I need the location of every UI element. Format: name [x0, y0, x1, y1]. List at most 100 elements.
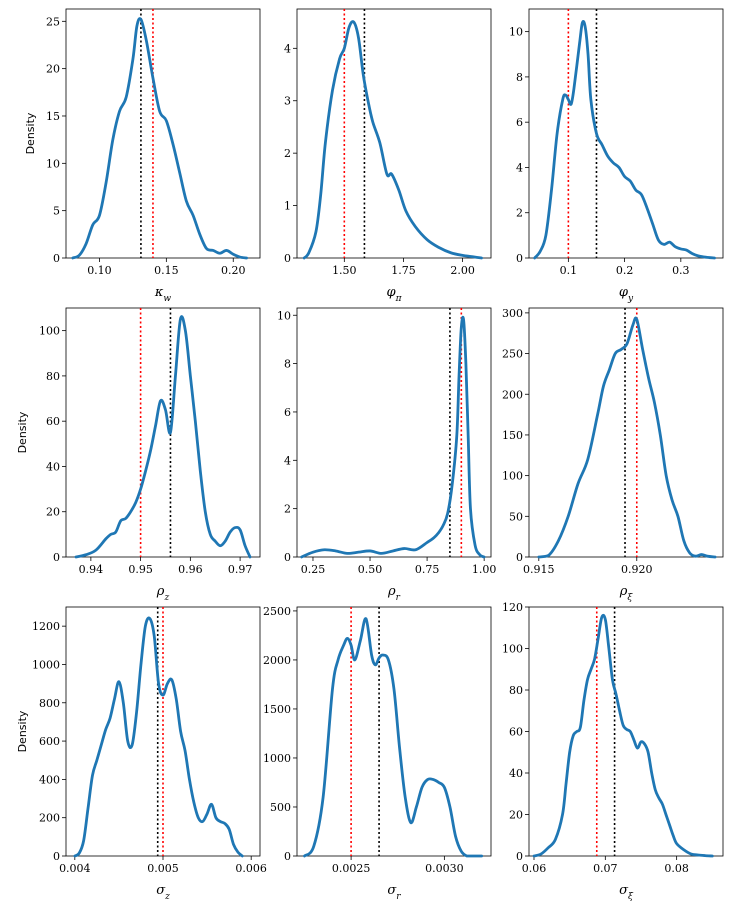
y-tick-label: 50 — [509, 510, 523, 523]
panel-5: 0.25 0.50 0.75 1.00 0 2 4 6 8 10 ρr — [277, 307, 497, 603]
axes-frame — [296, 606, 492, 857]
x-tick-label: 0.1 — [560, 264, 578, 277]
x-tick-label: 0.0025 — [332, 862, 371, 875]
y-tick-label: 20 — [509, 809, 523, 822]
x-axis-label: ρr — [387, 584, 401, 603]
panel-9: 0.06 0.07 0.08 0 20 40 60 80 100 120 σξ — [502, 601, 724, 902]
y-tick-label: 1500 — [263, 703, 291, 716]
y-tick-label: 2 — [284, 503, 291, 516]
x-tick-label: 0.95 — [128, 563, 153, 576]
y-tick-label: 3 — [284, 95, 291, 108]
x-axis-label: σr — [387, 883, 401, 902]
x-tick-label: 0.07 — [593, 862, 618, 875]
x-tick-label: 0.15 — [154, 264, 179, 277]
x-tick-label: 0.50 — [358, 563, 383, 576]
axes-frame — [65, 307, 261, 558]
y-tick-label: 100 — [502, 643, 523, 656]
x-tick-label: 0.3 — [672, 264, 690, 277]
x-tick-label: 1.50 — [332, 264, 357, 277]
x-tick-label: 0.004 — [59, 862, 91, 875]
y-tick-label: 600 — [39, 735, 60, 748]
y-tick-label: 4 — [284, 454, 291, 467]
x-tick-label: 0.920 — [621, 563, 653, 576]
x-tick-label: 2.00 — [450, 264, 475, 277]
y-tick-label: 150 — [502, 429, 523, 442]
y-tick-label: 10 — [509, 26, 523, 39]
y-tick-label: 60 — [509, 726, 523, 739]
x-tick-label: 0.75 — [415, 563, 440, 576]
panel-7: 0.004 0.005 0.006 0 200 400 600 800 1000 1200 σz De… — [16, 606, 267, 902]
x-tick-label: 0.94 — [79, 563, 104, 576]
x-axis-label: φy — [619, 285, 634, 304]
x-axis-label: σz — [156, 883, 170, 902]
y-tick-label: 500 — [270, 801, 291, 814]
y-tick-label: 20 — [46, 506, 60, 519]
y-tick-label: 2500 — [263, 605, 291, 618]
kde-curve — [537, 316, 717, 559]
panel-3: 0.1 0.2 0.3 0 2 4 6 8 10 φy — [509, 8, 724, 304]
axes-frame — [296, 307, 492, 558]
kde-curve — [74, 315, 252, 559]
y-tick-label: 1200 — [32, 620, 60, 633]
axes-frame — [528, 8, 724, 259]
x-tick-label: 0.0030 — [425, 862, 464, 875]
panel-6: 0.915 0.920 0 50 100 150 200 250 300 ρξ — [502, 307, 724, 603]
y-tick-label: 60 — [46, 415, 60, 428]
y-tick-label: 20 — [46, 63, 60, 76]
kde-curve — [533, 20, 716, 260]
panel-1: 0.10 0.15 0.20 0 5 10 15 20 25 κw Density — [24, 8, 261, 304]
y-tick-label: 2000 — [263, 654, 291, 667]
y-tick-label: 0 — [284, 252, 291, 265]
kde-curve — [532, 613, 714, 858]
y-tick-label: 15 — [46, 110, 60, 123]
y-tick-label: 4 — [516, 161, 523, 174]
y-tick-label: 0 — [284, 551, 291, 564]
x-tick-label: 0.006 — [235, 862, 267, 875]
y-tick-label: 8 — [516, 71, 523, 84]
y-axis-label: Density — [24, 112, 37, 154]
y-axis-label: Density — [16, 411, 29, 453]
y-tick-label: 0 — [53, 252, 60, 265]
y-tick-label: 10 — [277, 309, 291, 322]
y-tick-label: 1000 — [263, 752, 291, 765]
y-tick-label: 0 — [53, 850, 60, 863]
y-tick-label: 1000 — [32, 658, 60, 671]
y-tick-label: 4 — [284, 42, 291, 55]
kde-curve — [300, 315, 486, 559]
x-axis-label: ρξ — [619, 584, 634, 603]
x-tick-label: 0.97 — [228, 563, 253, 576]
y-tick-label: 300 — [502, 307, 523, 320]
panel-2: 1.50 1.75 2.00 0 1 2 3 4 φπ — [284, 8, 492, 304]
x-axis-label: κw — [154, 285, 172, 304]
axes-frame — [296, 8, 492, 259]
x-axis-label: σξ — [619, 883, 634, 902]
x-tick-label: 0.10 — [87, 264, 112, 277]
y-tick-label: 0 — [284, 850, 291, 863]
y-tick-label: 100 — [39, 325, 60, 338]
x-tick-label: 0.25 — [301, 563, 326, 576]
y-tick-label: 120 — [502, 601, 523, 614]
axes-frame — [528, 606, 724, 857]
y-tick-label: 5 — [53, 205, 60, 218]
y-tick-label: 80 — [46, 370, 60, 383]
x-axis-label: ρz — [156, 584, 170, 603]
kde-curve — [302, 20, 483, 260]
y-tick-label: 2 — [516, 207, 523, 220]
y-tick-label: 250 — [502, 348, 523, 361]
y-tick-label: 80 — [509, 684, 523, 697]
x-tick-label: 0.06 — [522, 862, 547, 875]
y-tick-label: 0 — [516, 850, 523, 863]
x-tick-label: 0.20 — [221, 264, 246, 277]
axes-frame — [528, 307, 724, 558]
x-tick-label: 0.915 — [523, 563, 555, 576]
y-tick-label: 800 — [39, 697, 60, 710]
y-tick-label: 2 — [284, 147, 291, 160]
x-tick-label: 0.2 — [616, 264, 634, 277]
kde-curve — [303, 617, 484, 858]
x-tick-label: 1.00 — [472, 563, 497, 576]
panel-4: 0.94 0.95 0.96 0.97 0 20 40 60 80 100 ρz Density — [16, 307, 261, 603]
x-tick-label: 0.08 — [664, 862, 689, 875]
x-tick-label: 0.005 — [147, 862, 179, 875]
y-tick-label: 200 — [39, 812, 60, 825]
y-tick-label: 40 — [509, 767, 523, 780]
